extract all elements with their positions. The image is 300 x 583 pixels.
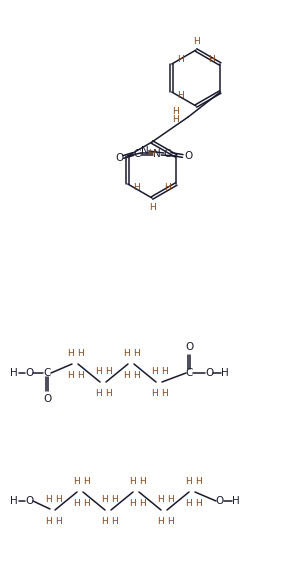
Text: O: O [184,151,193,161]
Text: H: H [106,388,112,398]
Text: H: H [164,184,171,192]
Text: H: H [68,349,74,357]
Text: N: N [141,146,148,156]
Text: C: C [43,368,51,378]
Text: H: H [139,476,145,486]
Text: H: H [55,517,62,525]
Text: H: H [73,476,80,486]
Text: N: N [153,149,161,159]
Text: H: H [96,388,102,398]
Text: H: H [10,368,18,378]
Text: H: H [111,494,117,504]
Text: H: H [134,349,140,357]
Text: H: H [134,371,140,380]
Text: H: H [111,517,117,525]
Text: H: H [73,498,80,507]
Text: H: H [195,498,201,507]
Text: H: H [208,55,214,65]
Text: H: H [106,367,112,375]
Text: H: H [172,114,178,124]
Text: H: H [150,202,156,212]
Text: H: H [100,517,107,525]
Text: H: H [162,367,168,375]
Text: H: H [194,37,200,45]
Text: H: H [78,371,84,380]
Text: H: H [148,149,155,159]
Text: H: H [195,476,201,486]
Text: H: H [152,388,158,398]
Text: H: H [232,496,240,506]
Text: C: C [163,149,170,159]
Text: H: H [157,517,164,525]
Text: H: H [167,517,173,525]
Text: H: H [96,367,102,375]
Text: H: H [68,371,74,380]
Text: H: H [124,349,130,357]
Text: H: H [129,476,135,486]
Text: O: O [115,153,123,163]
Text: C: C [134,149,141,159]
Text: H: H [184,498,191,507]
Text: H: H [177,55,184,65]
Text: H: H [152,367,158,375]
Text: H: H [177,92,184,100]
Text: H: H [78,349,84,357]
Text: H: H [100,494,107,504]
Text: H: H [82,498,89,507]
Text: H: H [129,498,135,507]
Text: H: H [162,388,168,398]
Text: H: H [184,476,191,486]
Text: H: H [157,494,164,504]
Text: H: H [221,368,229,378]
Text: H: H [167,494,173,504]
Text: O: O [25,496,33,506]
Text: H: H [55,494,62,504]
Text: H: H [124,371,130,380]
Text: H: H [45,517,51,525]
Text: H: H [172,107,178,115]
Text: H: H [45,494,51,504]
Text: O: O [185,342,193,352]
Text: C: C [185,368,193,378]
Text: H: H [82,476,89,486]
Text: H: H [10,496,18,506]
Text: O: O [205,368,213,378]
Text: H: H [139,498,145,507]
Text: O: O [25,368,33,378]
Text: H: H [134,184,140,192]
Text: O: O [216,496,224,506]
Text: O: O [43,394,51,404]
